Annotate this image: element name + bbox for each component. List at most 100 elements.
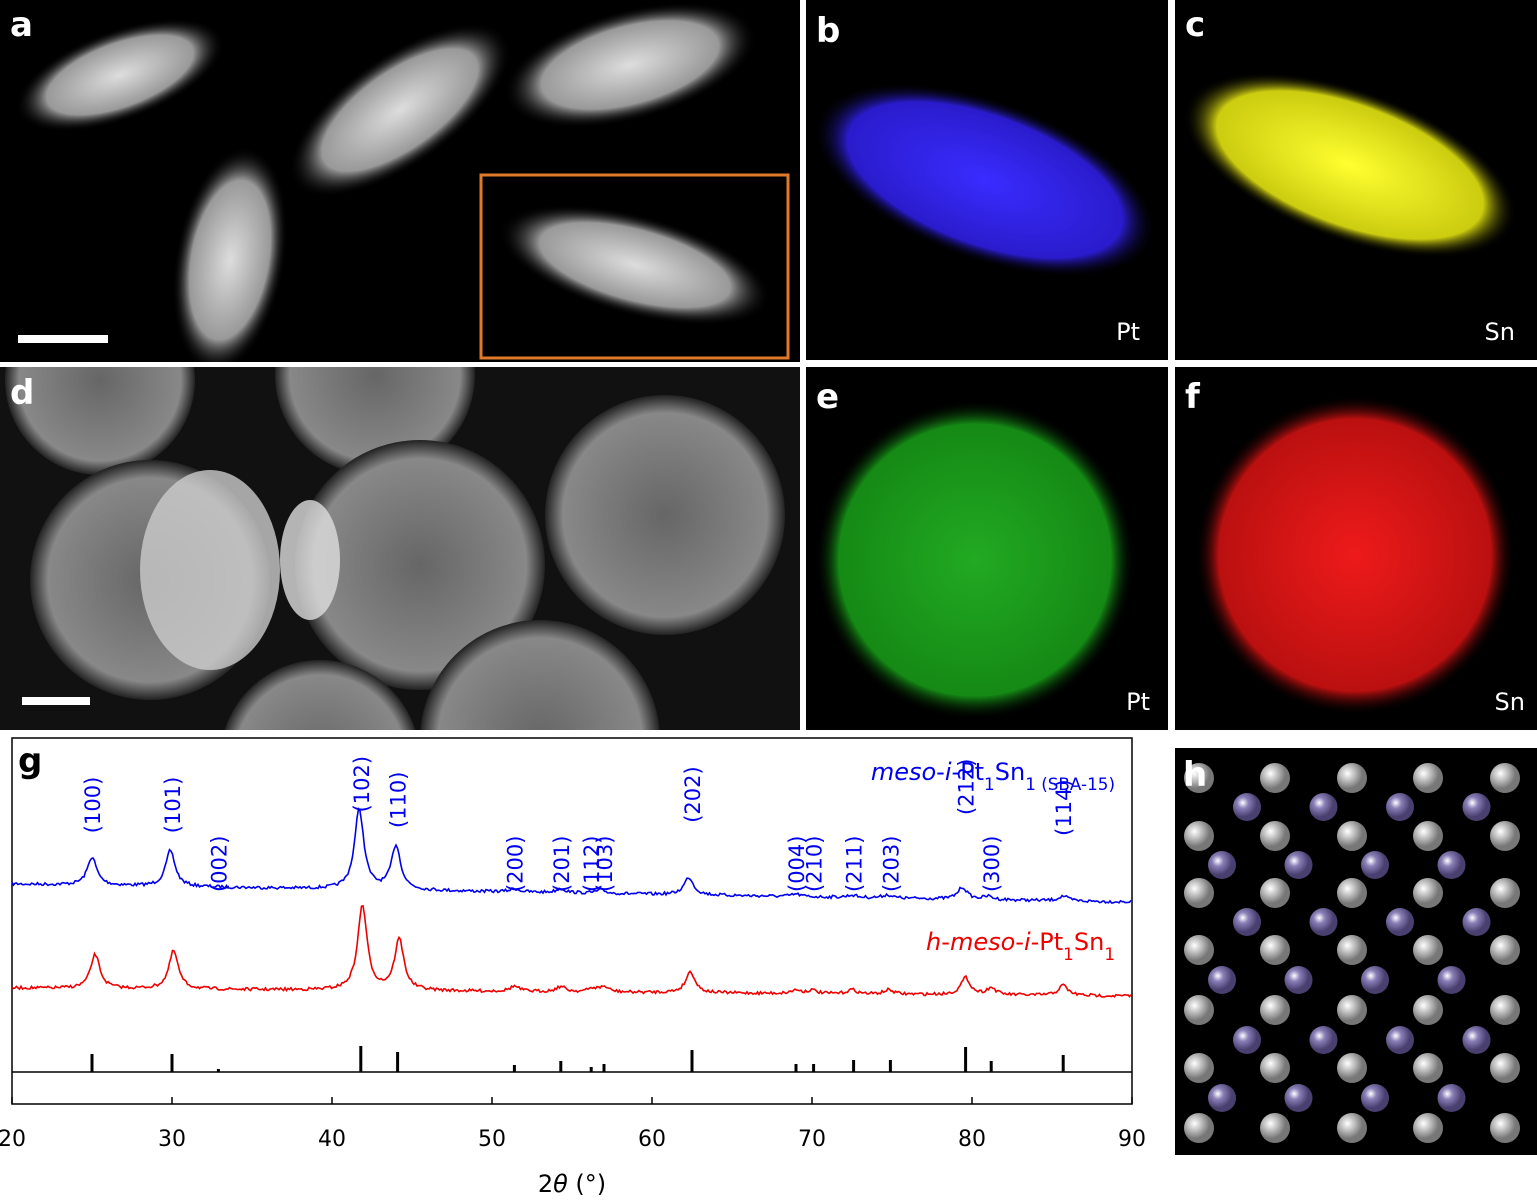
text-fragment: - [1015,928,1024,956]
atom [1260,1053,1290,1083]
atom [1386,1026,1414,1054]
element-label: Sn [1495,688,1525,716]
x-tick-label: 90 [1118,1127,1146,1152]
atom-lattice [1184,763,1520,1143]
atom [1413,995,1443,1025]
sn-map [1195,395,1515,715]
atom [1309,908,1338,936]
atom [1337,1053,1367,1083]
hkl-label: (201) [550,836,574,892]
atom [1437,966,1466,994]
atom [1490,935,1520,965]
atom [1462,908,1491,936]
atom [1260,763,1290,793]
element-label: Pt [1126,688,1150,716]
text-fragment: θ [553,1170,568,1198]
atom [1337,935,1367,965]
atom [1490,763,1520,793]
hkl-label: (101) [161,777,185,833]
atom [1233,793,1261,821]
text-fragment: - [941,928,950,956]
hkl-label: (100) [81,777,105,833]
atom [1413,878,1443,908]
text-fragment: 1 [1063,944,1074,964]
text-fragment: 1 [984,774,995,794]
atom [1260,821,1290,851]
panel-label: e [816,377,839,417]
atom [1337,763,1367,793]
panel-a-image [0,0,800,362]
element-label: Pt [1116,318,1140,346]
atom [1260,995,1290,1025]
sn-map [1183,72,1517,258]
x-tick-label: 80 [958,1127,986,1152]
hkl-label: (210) [803,836,827,892]
atom [1184,878,1214,908]
panel-label: h [1183,755,1207,795]
hkl-label: (300) [980,836,1004,892]
hkl-label: (211) [843,836,867,892]
atom [1413,1113,1443,1143]
legend-entry: h-meso-i-Pt1Sn1 [926,928,1115,964]
atom [1490,1113,1520,1143]
atom [1309,793,1338,821]
atom [1361,1084,1389,1112]
x-tick-label: 50 [478,1127,506,1152]
text-fragment: 2 [538,1170,553,1198]
atom [1208,851,1236,879]
hkl-label: (212) [955,759,979,815]
panel-label: d [10,373,34,413]
plot-frame [11,737,1133,1105]
atom [1437,1084,1466,1112]
pt-map [815,400,1135,720]
atom [1413,763,1443,793]
atom [1490,1053,1520,1083]
atom [1413,935,1443,965]
atom [1208,966,1236,994]
panel-d-image [0,367,800,730]
hkl-label: (112) [580,836,604,892]
atom [1260,1113,1290,1143]
pt-map [813,82,1157,278]
atom [1184,1053,1214,1083]
atom [1386,793,1414,821]
atom [1462,793,1491,821]
panel-label: f [1185,377,1201,417]
atom [1413,821,1443,851]
atom [1361,966,1389,994]
xrd-curve [11,904,1132,998]
atom [1337,995,1367,1025]
atom [1260,878,1290,908]
atom [1284,966,1313,994]
panel-label: g [18,741,42,781]
atom [1437,851,1466,879]
hkl-label: (103) [593,836,617,892]
atom [1284,851,1313,879]
panel-label: c [1185,5,1205,45]
atom [1184,935,1214,965]
atom [1386,908,1414,936]
atom [1184,821,1214,851]
atom [1490,878,1520,908]
text-fragment: Sn [1074,928,1104,956]
text-fragment: (SBA-15) [1036,774,1115,794]
hkl-label: (110) [387,772,411,828]
atom [1337,1113,1367,1143]
x-tick-label: 20 [0,1127,26,1152]
text-fragment: i [945,758,952,786]
element-label: Sn [1485,318,1515,346]
text-fragment: - [936,758,945,786]
x-tick-label: 70 [798,1127,826,1152]
atom [1490,995,1520,1025]
legend-entry: meso-i-Pt1Sn1 (SBA-15) [871,758,1115,794]
hkl-label: (114) [1052,779,1076,835]
hkl-label: (102) [350,756,374,812]
text-fragment: -Pt [952,758,985,786]
atom [1208,1084,1236,1112]
hkl-label: (200) [503,836,527,892]
text-fragment: 1 [1025,774,1036,794]
atom [1184,995,1214,1025]
x-tick-label: 30 [158,1127,186,1152]
atom [1233,1026,1261,1054]
